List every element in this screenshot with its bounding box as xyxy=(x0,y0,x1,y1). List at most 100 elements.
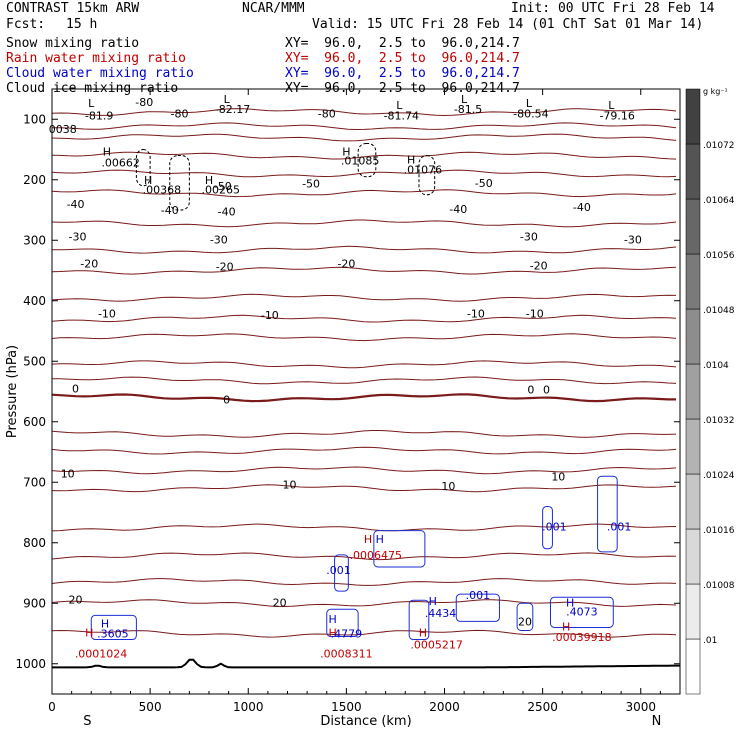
contour-label: L xyxy=(88,97,95,110)
snow-extremum-label: H xyxy=(144,174,152,187)
colorbar-segment xyxy=(685,363,701,420)
colorbar-segment xyxy=(685,583,701,640)
contour-label: -30 xyxy=(69,230,87,243)
colorbar-tick-label: .01072 xyxy=(703,141,735,151)
contour-label: 10 xyxy=(282,478,296,491)
cloud-water-extremum-label: H xyxy=(328,613,336,626)
x-axis-title: Distance (km) xyxy=(320,714,411,729)
field-rain-name: Rain water mixing ratio xyxy=(6,51,187,66)
contour-label: -80 xyxy=(135,96,153,109)
isotherm--20-350 xyxy=(51,266,677,275)
y-tick-label: 300 xyxy=(23,233,46,247)
colorbar-tick-label: .01024 xyxy=(703,471,735,481)
cloud-water-contour xyxy=(455,593,500,622)
cloud-water-contour xyxy=(516,602,534,631)
snow-extremum-label: H xyxy=(407,153,415,166)
cloud-water-extremum-label: H xyxy=(566,596,574,609)
contour-label: -81.74 xyxy=(384,109,419,122)
colorbar: .01 .01008 .01016 .01024 .01032 .0104 .01048 .0… xyxy=(685,87,735,695)
contour-label: 20 xyxy=(518,616,532,629)
colorbar-segment xyxy=(685,308,701,365)
contour-label: -40 xyxy=(161,204,179,217)
y-tick-label: 1000 xyxy=(15,657,46,671)
y-tick-label: 400 xyxy=(23,294,46,308)
contour-label: 0 xyxy=(543,383,550,396)
isotherm--80-88 xyxy=(51,108,677,117)
rain-extremum-label: .0006475 xyxy=(350,549,403,562)
cloud-water-extremum-label: .4434 xyxy=(425,607,457,620)
contour-label: -80 xyxy=(171,107,189,120)
rain-extremum-label: .0001024 xyxy=(75,648,128,661)
snow-extremum-label: H xyxy=(342,146,350,159)
contour-label: -20 xyxy=(530,259,548,272)
contour-label: -20 xyxy=(337,257,355,270)
y-tick-label: 900 xyxy=(23,596,46,610)
south-label: S xyxy=(83,714,91,729)
snow-contour xyxy=(135,149,151,187)
isotherm-0-505 xyxy=(51,360,677,369)
contour-label: -50 xyxy=(475,177,493,190)
field-snow-name: Snow mixing ratio xyxy=(6,36,140,51)
y-axis-title: Pressure (hPa) xyxy=(5,345,20,438)
cloud-water-extremum-label: H xyxy=(101,617,109,630)
isotherm--10-430 xyxy=(51,314,677,323)
x-tick-label: 2000 xyxy=(429,700,460,714)
isotherm-10-680 xyxy=(51,466,677,475)
rain-extremum-label: H xyxy=(419,627,427,640)
contour-label: -50 xyxy=(214,180,232,193)
cloud-water-contour xyxy=(373,530,426,568)
contour-label: -40 xyxy=(67,198,85,211)
x-tick-label: 1000 xyxy=(233,700,264,714)
cloud-contour-layer xyxy=(90,142,618,641)
isotherm--70-130 xyxy=(51,133,677,142)
colorbar-segment xyxy=(685,418,701,475)
isotherm-20-900 xyxy=(51,599,677,608)
rain-extremum-label: H xyxy=(328,627,336,640)
contour-label: -30 xyxy=(624,233,642,246)
contour-label: -40 xyxy=(449,203,467,216)
snow-extremum-label: H xyxy=(205,174,213,187)
contour-label-layer: L-81.9-80-80L-82.17 -80L-81.74L-81.5 L-80.… xyxy=(49,93,642,661)
colorbar-tick-label: .01 xyxy=(703,636,717,646)
field-cloudwater-name: Cloud water mixing ratio xyxy=(6,66,194,81)
colorbar-tick-label: .01032 xyxy=(703,416,735,426)
y-tick-label: 200 xyxy=(23,173,46,187)
contour-label: -40 xyxy=(218,205,236,218)
y-tick-label: 700 xyxy=(23,475,46,489)
org-title: NCAR/MMM xyxy=(242,1,305,16)
rain-extremum-label: H xyxy=(364,533,372,546)
contour-label: -81.9 xyxy=(85,109,113,122)
contour-label: 0 xyxy=(223,394,230,407)
colorbar-segment xyxy=(685,253,701,310)
contour-label: 10 xyxy=(551,470,565,483)
snow-contour xyxy=(169,155,190,211)
field-rain-xy: XY= 96.0, 2.5 to 96.0,214.7 xyxy=(285,51,520,66)
colorbar-segment xyxy=(685,198,701,255)
contour-label: 10 xyxy=(61,467,75,480)
contour-label: 20 xyxy=(273,596,287,609)
x-tick-label: 2500 xyxy=(527,700,558,714)
contour-label: L xyxy=(224,93,231,106)
isotherm--80-112 xyxy=(51,122,677,131)
colorbar-segment xyxy=(685,473,701,530)
cloud-water-contour xyxy=(597,475,618,553)
x-tick-label: 1500 xyxy=(331,700,362,714)
rain-extremum-label: H xyxy=(562,620,570,633)
isotherm-30-950 xyxy=(51,629,677,638)
cloud-water-extremum-label: .4779 xyxy=(331,628,363,641)
cloud-water-extremum-label: H xyxy=(376,533,384,546)
cloud-water-contour xyxy=(334,554,349,592)
contour-label: 0 xyxy=(527,383,534,396)
x-tick-label: 0 xyxy=(48,700,56,714)
snow-extremum-label: .00265 xyxy=(202,184,241,197)
isotherm--30-272 xyxy=(51,219,677,228)
field-cloudwater-xy: XY= 96.0, 2.5 to 96.0,214.7 xyxy=(285,66,520,81)
isotherm--10-395 xyxy=(51,293,677,302)
terrain-line xyxy=(52,658,680,669)
cloud-water-extremum-label: .001 xyxy=(466,589,491,602)
contour-layer xyxy=(51,108,680,669)
isotherm-0-532 xyxy=(52,376,677,385)
contour-label: -30 xyxy=(210,233,228,246)
contour-label: L xyxy=(608,99,615,112)
